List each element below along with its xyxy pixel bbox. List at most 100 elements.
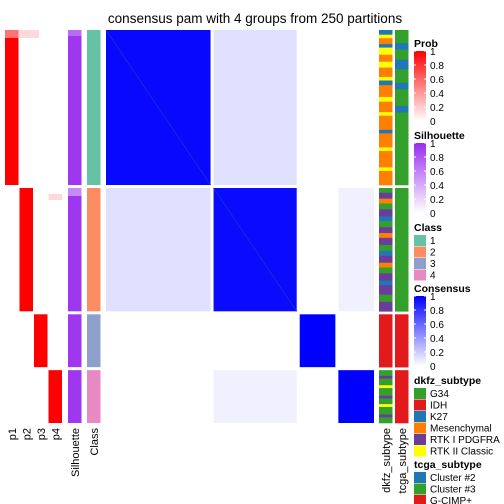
class-cell (87, 314, 101, 368)
dkfz-subtype-cell (379, 414, 393, 418)
tcga-subtype-cell (395, 82, 409, 90)
legend-swatch (414, 258, 426, 269)
dkfz-subtype-cell (379, 378, 393, 386)
dkfz-subtype-cell (379, 273, 393, 281)
legend-item-label: 2 (430, 248, 436, 259)
legend-tick-label: 0.8 (430, 61, 444, 72)
legend-swatch (414, 246, 426, 258)
annotation-label: p1 (7, 428, 19, 440)
prob-cell (5, 370, 19, 423)
dkfz-subtype-cell (379, 250, 393, 256)
dkfz-subtype-cell (379, 301, 393, 312)
dkfz-subtype-cell (379, 262, 393, 268)
consensus-cell (299, 188, 336, 312)
legend-item-label: 4 (430, 271, 436, 282)
dkfz-subtype-cell (379, 294, 393, 303)
dkfz-subtype-cell (379, 221, 393, 228)
legend-tick-label: 0 (430, 117, 436, 128)
dkfz-subtype-cell (379, 61, 393, 68)
tcga-subtype-cell (395, 89, 409, 107)
dkfz-subtype-cell (379, 54, 393, 63)
dkfz-subtype-cell (379, 255, 393, 264)
legend-item-label: Cluster #3 (430, 485, 476, 496)
annotation-label: p3 (36, 428, 48, 440)
prob-cell (48, 188, 62, 312)
annotation-label: Class (89, 428, 101, 456)
dkfz-subtype-cell (379, 188, 393, 194)
consensus-cell (213, 370, 297, 423)
legend-column: Prob10.80.60.40.20Silhouette10.80.60.40.… (414, 38, 500, 504)
dkfz-subtype-cell (379, 170, 393, 186)
dkfz-subtype-cell (379, 203, 393, 210)
legend-item-label: K27 (430, 412, 448, 423)
prob-cell (34, 30, 48, 186)
dkfz-subtype-cell (379, 209, 393, 217)
annotation-label: p4 (50, 428, 62, 440)
tcga-subtype-cell (395, 188, 409, 312)
class-cell (87, 30, 101, 186)
tcga-subtype-cell (395, 49, 409, 60)
annotation-label: Silhouette (70, 428, 82, 477)
dkfz-subtype-cell (379, 67, 393, 78)
dkfz-subtype-cell (379, 227, 393, 234)
consensus-cell (338, 370, 374, 423)
tcga-subtype-cell (395, 370, 409, 424)
dkfz-subtype-cell (379, 44, 393, 48)
class-cell (87, 370, 101, 423)
legend-title: Class (414, 222, 442, 234)
silhouette-cell (68, 30, 82, 36)
prob-cell (34, 314, 48, 368)
consensus-diagonal (105, 29, 211, 186)
dkfz-subtype-cell (379, 198, 393, 204)
legend-item-label: Cluster #2 (430, 473, 476, 484)
dkfz-subtype-cell (379, 395, 393, 399)
legend-title: tcga_subtype (414, 459, 482, 471)
class-cell (87, 188, 101, 312)
dkfz-subtype-cell (379, 112, 393, 117)
silhouette-cell (68, 314, 82, 368)
consensus-cell (213, 314, 297, 368)
dkfz-subtype-cell (379, 375, 393, 379)
consensus-diagonal (213, 187, 298, 312)
prob-cell (48, 370, 62, 423)
legend-swatch (414, 422, 426, 434)
legend-swatch (414, 445, 426, 457)
dkfz-subtype-cell (379, 398, 393, 405)
legend-swatch (414, 399, 426, 411)
tcga-subtype-cell (395, 59, 409, 70)
legend-title: Consensus (414, 283, 471, 295)
legend-tick-label: 1 (430, 139, 436, 150)
prob-cell (5, 314, 19, 368)
legend-colorbar (414, 296, 426, 366)
legend-swatch (414, 235, 426, 246)
silhouette-cell (68, 30, 82, 186)
dkfz-subtype-cell (379, 150, 393, 168)
dkfz-subtype-cell (379, 267, 393, 274)
legend-item-label: Mesenchymal (430, 424, 492, 435)
legend-tick-label: 0.4 (430, 181, 444, 192)
consensus-cell (338, 30, 374, 186)
consensus-cell (299, 314, 336, 368)
dkfz-subtype-cell (379, 404, 393, 408)
tcga-subtype-cell (395, 30, 409, 44)
consensus-cell (338, 188, 374, 312)
silhouette-cell (68, 188, 82, 197)
tcga-subtype-cell (395, 112, 409, 186)
legend-tick-label: 0 (430, 209, 436, 220)
plot-area: p1 p2 p3 p4 Silhouette Class dkfz_subtype tcga_… (5, 29, 409, 493)
annotation-label: p2 (21, 428, 33, 440)
tcga-subtype-cell (395, 105, 409, 113)
dkfz-subtype-cell (379, 314, 393, 368)
consensus-cell (106, 188, 211, 312)
prob-cell (34, 188, 48, 312)
legend-item-label: RTK II Classic (430, 447, 493, 458)
dkfz-subtype-cell (379, 96, 393, 102)
legend-tick-label: 0.2 (430, 348, 444, 359)
consensus-cell (106, 370, 211, 423)
legend-item-label: G-CIMP+ (430, 496, 472, 504)
dkfz-subtype-cell (379, 101, 393, 113)
tcga-subtype-cell (395, 69, 409, 84)
legend-title: dkfz_subtype (414, 375, 481, 387)
dkfz-subtype-cell (379, 216, 393, 222)
legend-swatch (414, 411, 426, 422)
